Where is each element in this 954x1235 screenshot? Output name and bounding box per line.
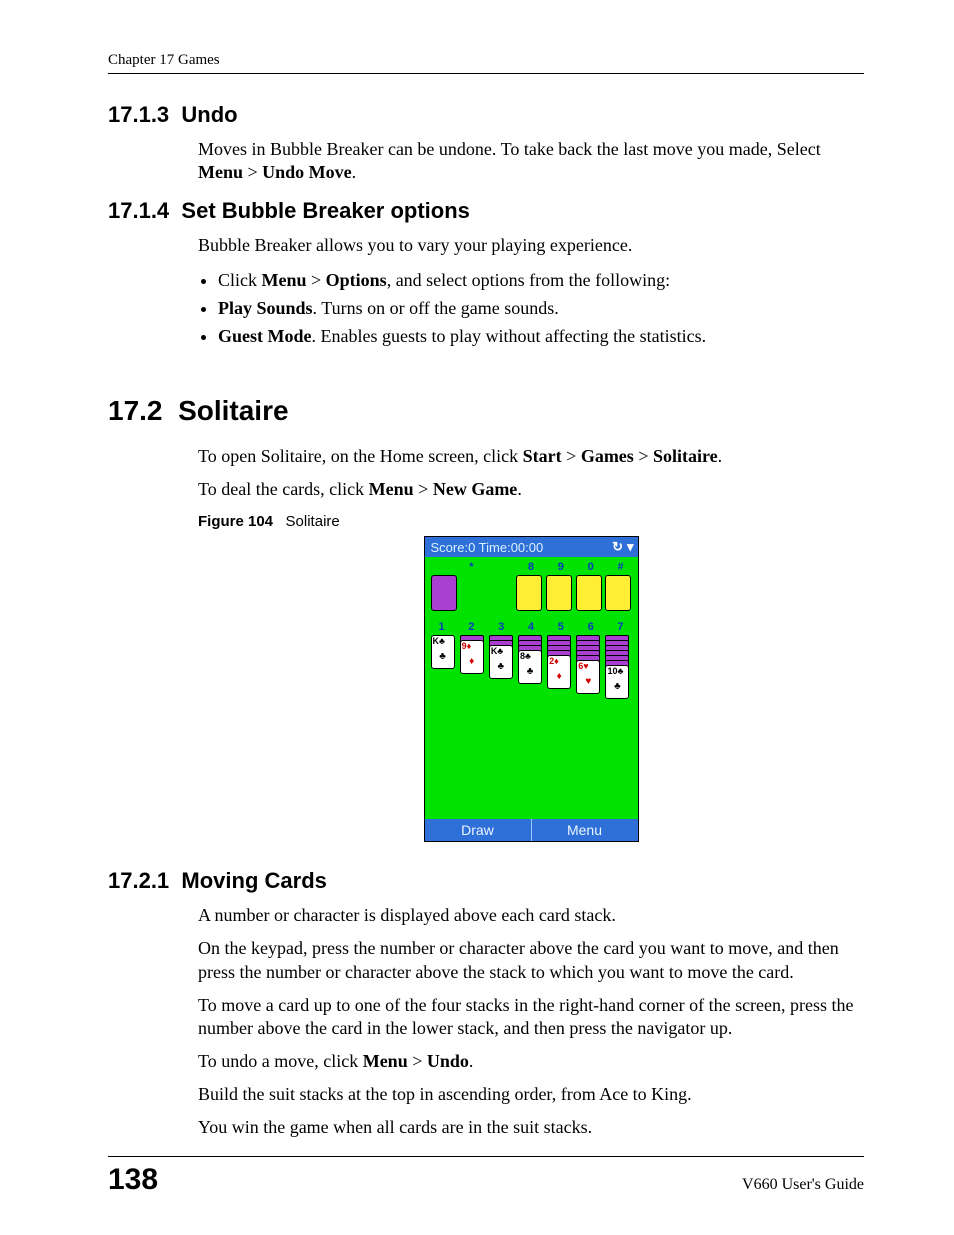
section-moving-body: A number or character is displayed above… bbox=[198, 904, 864, 1138]
signal-icon: ▾ bbox=[627, 539, 634, 555]
card-suit: ♦ bbox=[549, 672, 569, 681]
list-item: Click Menu > Options, and select options… bbox=[218, 267, 864, 293]
playing-card[interactable]: 6♥ ♥ bbox=[576, 660, 600, 694]
game-status-bar: Score:0 Time:00:00 ↻ ▾ bbox=[425, 537, 638, 557]
card-suit: ♣ bbox=[607, 682, 627, 691]
card-rank: 2♦ bbox=[549, 657, 569, 666]
section-undo-body: Moves in Bubble Breaker can be undone. T… bbox=[198, 138, 864, 184]
card-rank: K♣ bbox=[433, 637, 453, 646]
foundation-row bbox=[429, 575, 634, 621]
card-column[interactable]: K♣ ♣ bbox=[431, 635, 457, 699]
solitaire-deal: To deal the cards, click Menu > New Game… bbox=[198, 478, 864, 501]
figure-number: Figure 104 bbox=[198, 513, 273, 530]
page-number: 138 bbox=[108, 1163, 158, 1197]
heading-text: Moving Cards bbox=[181, 868, 326, 893]
moving-p1: A number or character is displayed above… bbox=[198, 904, 864, 927]
list-item: Guest Mode. Enables guests to play witho… bbox=[218, 323, 864, 349]
softkey-draw[interactable]: Draw bbox=[425, 819, 531, 841]
list-item: Play Sounds. Turns on or off the game so… bbox=[218, 295, 864, 321]
column-numbers: 1 2 3 4 5 6 7 bbox=[429, 621, 634, 633]
figure-image: Score:0 Time:00:00 ↻ ▾ * 8 9 0 # bbox=[198, 536, 864, 842]
playing-card[interactable]: 2♦ ♦ bbox=[547, 655, 571, 689]
moving-p6: You win the game when all cards are in t… bbox=[198, 1116, 864, 1139]
page: Chapter 17 Games 17.1.3 Undo Moves in Bu… bbox=[0, 0, 954, 1235]
foundation-numbers: * 8 9 0 # bbox=[429, 561, 634, 573]
card-column[interactable]: 6♥ ♥ bbox=[576, 635, 602, 699]
card-rank: 6♥ bbox=[578, 662, 598, 671]
card-suit: ♦ bbox=[462, 657, 482, 666]
heading-17-2: 17.2 Solitaire bbox=[108, 395, 864, 427]
playing-card[interactable]: K♣ ♣ bbox=[489, 645, 513, 679]
undo-move-label: Undo Move bbox=[262, 162, 352, 182]
heading-number: 17.1.3 bbox=[108, 102, 169, 127]
card-suit: ♣ bbox=[491, 662, 511, 671]
options-list: Click Menu > Options, and select options… bbox=[218, 267, 864, 349]
playing-card[interactable]: 8♣ ♣ bbox=[518, 650, 542, 684]
menu-label: Menu bbox=[198, 162, 243, 182]
heading-number: 17.2.1 bbox=[108, 868, 169, 893]
empty-slot bbox=[460, 575, 484, 609]
options-intro: Bubble Breaker allows you to vary your p… bbox=[198, 234, 864, 257]
card-rank: 9♦ bbox=[462, 642, 482, 651]
tableau-row: K♣ ♣ 9♦ ♦ K♣ ♣ 8♣ ♣ 2♦ ♦ 6♥ ♥ 10♣ ♣ bbox=[429, 635, 634, 709]
playing-card[interactable]: K♣ ♣ bbox=[431, 635, 455, 669]
solitaire-open: To open Solitaire, on the Home screen, c… bbox=[198, 445, 864, 468]
score-time: Score:0 Time:00:00 bbox=[431, 540, 544, 555]
solitaire-game: Score:0 Time:00:00 ↻ ▾ * 8 9 0 # bbox=[424, 536, 639, 842]
foundation-slot[interactable] bbox=[576, 575, 602, 611]
figure-caption: Figure 104 Solitaire bbox=[198, 513, 864, 530]
card-rank: 10♣ bbox=[607, 667, 627, 676]
game-softkeys: Draw Menu bbox=[425, 819, 638, 841]
heading-number: 17.2 bbox=[108, 395, 163, 426]
figure-title: Solitaire bbox=[286, 513, 340, 530]
moving-p2: On the keypad, press the number or chara… bbox=[198, 937, 864, 983]
undo-paragraph: Moves in Bubble Breaker can be undone. T… bbox=[198, 138, 864, 184]
moving-p4: To undo a move, click Menu > Undo. bbox=[198, 1050, 864, 1073]
guide-title: V660 User's Guide bbox=[742, 1176, 864, 1194]
card-suit: ♣ bbox=[433, 652, 453, 661]
foundation-slot[interactable] bbox=[605, 575, 631, 611]
header-rule bbox=[108, 73, 864, 74]
card-column[interactable]: 10♣ ♣ bbox=[605, 635, 631, 699]
heading-text: Set Bubble Breaker options bbox=[181, 198, 470, 223]
refresh-icon: ↻ bbox=[612, 539, 623, 555]
moving-p5: Build the suit stacks at the top in asce… bbox=[198, 1083, 864, 1106]
section-options-body: Bubble Breaker allows you to vary your p… bbox=[198, 234, 864, 349]
playing-card[interactable]: 9♦ ♦ bbox=[460, 640, 484, 674]
section-solitaire-body: To open Solitaire, on the Home screen, c… bbox=[198, 445, 864, 842]
card-column[interactable]: 9♦ ♦ bbox=[460, 635, 486, 699]
empty-slot bbox=[488, 575, 512, 609]
status-icons: ↻ ▾ bbox=[612, 539, 633, 555]
heading-number: 17.1.4 bbox=[108, 198, 169, 223]
page-footer: 138 V660 User's Guide bbox=[108, 1156, 864, 1197]
foundation-slot[interactable] bbox=[546, 575, 572, 611]
heading-text: Solitaire bbox=[178, 395, 288, 426]
heading-17-1-4: 17.1.4 Set Bubble Breaker options bbox=[108, 198, 864, 224]
card-column[interactable]: K♣ ♣ bbox=[489, 635, 515, 699]
running-header: Chapter 17 Games bbox=[108, 52, 864, 69]
game-field: * 8 9 0 # bbox=[425, 557, 638, 819]
moving-p3: To move a card up to one of the four sta… bbox=[198, 994, 864, 1040]
heading-text: Undo bbox=[181, 102, 237, 127]
card-column[interactable]: 2♦ ♦ bbox=[547, 635, 573, 699]
playing-card[interactable]: 10♣ ♣ bbox=[605, 665, 629, 699]
deck-card[interactable] bbox=[431, 575, 457, 611]
card-suit: ♥ bbox=[578, 677, 598, 686]
card-column[interactable]: 8♣ ♣ bbox=[518, 635, 544, 699]
card-rank: K♣ bbox=[491, 647, 511, 656]
softkey-menu[interactable]: Menu bbox=[532, 819, 638, 841]
footer-rule bbox=[108, 1156, 864, 1157]
card-rank: 8♣ bbox=[520, 652, 540, 661]
foundation-slot[interactable] bbox=[516, 575, 542, 611]
heading-17-2-1: 17.2.1 Moving Cards bbox=[108, 868, 864, 894]
card-suit: ♣ bbox=[520, 667, 540, 676]
heading-17-1-3: 17.1.3 Undo bbox=[108, 102, 864, 128]
